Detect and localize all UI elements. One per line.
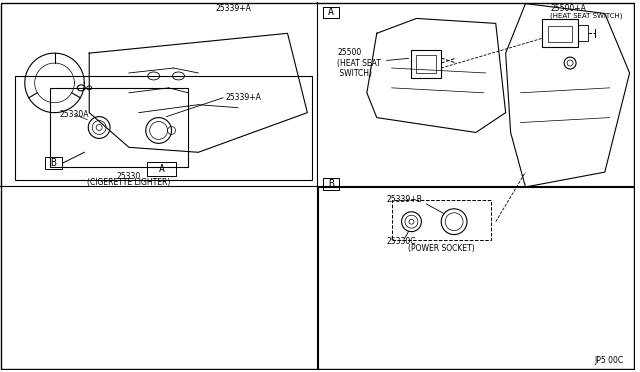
Bar xyxy=(412,50,441,78)
Text: 25339+B: 25339+B xyxy=(387,195,422,204)
Bar xyxy=(548,26,572,42)
Text: (HEAT SEAT SWITCH): (HEAT SEAT SWITCH) xyxy=(550,13,623,19)
Bar xyxy=(15,76,312,180)
Bar xyxy=(147,162,177,176)
Text: A: A xyxy=(159,164,164,174)
Text: 25330C: 25330C xyxy=(387,237,416,246)
Bar xyxy=(323,7,339,19)
Bar xyxy=(323,178,339,190)
Text: JP5 00C: JP5 00C xyxy=(595,356,624,365)
Text: 25500
(HEAT SEAT
 SWITCH): 25500 (HEAT SEAT SWITCH) xyxy=(337,48,409,78)
Text: (CIGERETTE LIGHTER): (CIGERETTE LIGHTER) xyxy=(87,178,171,187)
Bar xyxy=(392,200,491,240)
Bar xyxy=(417,55,436,73)
Bar xyxy=(542,19,578,47)
Text: B: B xyxy=(328,179,334,189)
Text: 25339+A: 25339+A xyxy=(225,93,261,102)
Text: B: B xyxy=(51,158,56,168)
Text: 25330: 25330 xyxy=(116,172,141,181)
Text: (POWER SOCKET): (POWER SOCKET) xyxy=(408,244,475,253)
Bar xyxy=(318,187,634,371)
Text: A: A xyxy=(328,7,334,17)
Text: 25500+A: 25500+A xyxy=(550,4,586,13)
Text: 25339+A: 25339+A xyxy=(215,4,251,13)
Text: 25330A: 25330A xyxy=(60,110,89,119)
Bar xyxy=(578,25,588,41)
Bar xyxy=(45,157,63,169)
Bar xyxy=(49,88,188,167)
